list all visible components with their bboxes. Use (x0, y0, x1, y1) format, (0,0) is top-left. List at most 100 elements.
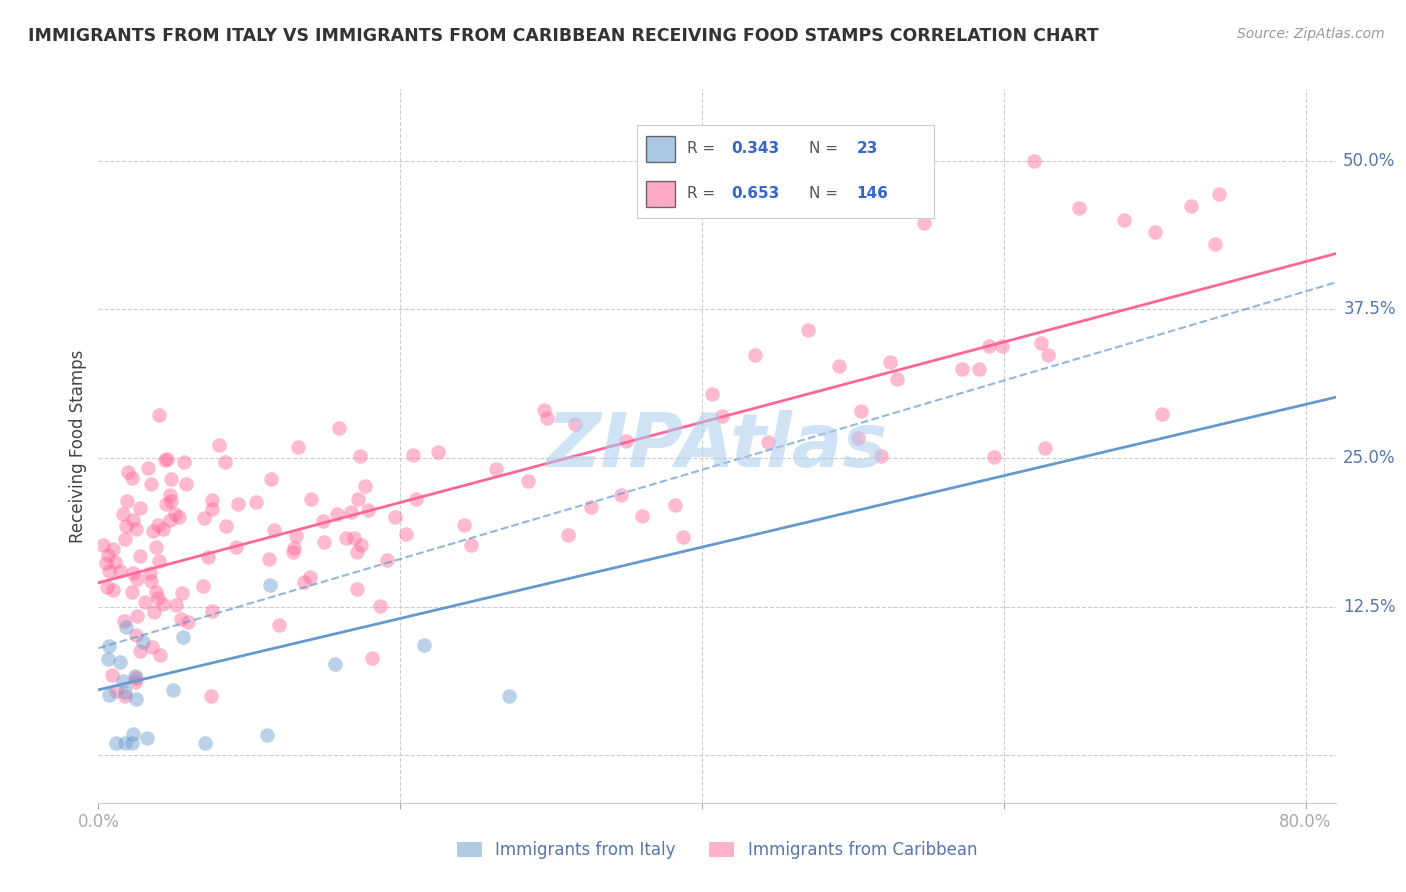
Point (991, 339, 1014, 353)
Point (1143, 225, 1166, 239)
Point (193, 511, 215, 525)
Point (323, 657, 346, 672)
Point (579, 500, 602, 514)
Point (129, 549, 152, 564)
Point (152, 523, 174, 537)
Text: ZIPAtlas: ZIPAtlas (547, 409, 887, 483)
Point (368, 599, 391, 613)
Point (122, 513, 145, 527)
Point (298, 570, 321, 584)
Point (340, 505, 363, 519)
Point (1150, 407, 1173, 421)
Point (152, 597, 174, 611)
Point (564, 417, 586, 431)
Point (245, 495, 267, 509)
Point (197, 550, 219, 565)
Point (200, 689, 222, 703)
Point (159, 494, 181, 508)
Point (129, 644, 152, 658)
Point (1029, 336, 1052, 351)
Point (173, 455, 195, 469)
Point (260, 472, 283, 486)
Point (214, 455, 236, 469)
Point (111, 673, 134, 688)
Point (744, 348, 766, 362)
Point (194, 736, 217, 750)
Point (97, 652, 120, 666)
Point (110, 655, 132, 669)
Point (287, 440, 309, 454)
Point (141, 640, 163, 655)
Point (97, 549, 120, 563)
Text: 12.5%: 12.5% (1343, 598, 1396, 615)
Point (886, 372, 908, 386)
Point (325, 507, 347, 521)
Point (267, 617, 290, 632)
Point (672, 530, 695, 544)
Point (136, 461, 159, 475)
Point (700, 387, 723, 401)
Y-axis label: Receiving Food Stamps: Receiving Food Stamps (69, 350, 87, 542)
Point (263, 523, 285, 537)
Legend: Immigrants from Italy, Immigrants from Caribbean: Immigrants from Italy, Immigrants from C… (450, 835, 984, 866)
Point (148, 554, 170, 568)
Point (146, 518, 169, 533)
Point (114, 689, 136, 703)
Point (121, 470, 143, 484)
Point (201, 604, 224, 618)
Point (148, 409, 170, 423)
Point (361, 651, 384, 665)
Point (498, 690, 520, 704)
Point (125, 671, 148, 685)
Point (328, 421, 350, 435)
Point (115, 518, 138, 533)
Point (132, 634, 155, 648)
Point (101, 541, 124, 556)
Point (124, 522, 146, 536)
Point (134, 595, 156, 609)
Point (145, 540, 167, 554)
Point (283, 541, 305, 555)
Point (349, 449, 371, 463)
Point (129, 500, 152, 515)
Point (97, 639, 120, 653)
Point (97, 688, 120, 702)
Point (122, 566, 145, 581)
Point (485, 461, 508, 475)
Point (870, 449, 893, 463)
Point (983, 450, 1005, 465)
Point (160, 472, 183, 486)
Point (149, 648, 172, 663)
Point (112, 614, 135, 628)
Point (159, 488, 181, 502)
Point (346, 582, 368, 596)
Point (139, 574, 162, 588)
Point (104, 555, 127, 569)
Point (117, 466, 139, 480)
Point (162, 682, 184, 697)
Point (226, 497, 249, 511)
Point (354, 479, 377, 493)
Point (156, 452, 179, 467)
Point (375, 553, 398, 567)
Point (460, 538, 482, 552)
Point (170, 586, 193, 600)
Point (136, 731, 159, 745)
Point (259, 578, 281, 592)
Point (101, 667, 124, 681)
Point (111, 507, 134, 521)
Point (1204, 236, 1226, 251)
Point (828, 359, 851, 373)
Point (146, 591, 169, 605)
Point (384, 509, 406, 524)
Point (879, 355, 901, 369)
Point (124, 675, 146, 690)
Point (165, 508, 187, 522)
Point (125, 572, 148, 586)
Point (557, 528, 579, 542)
Point (299, 491, 322, 506)
Point (142, 524, 165, 538)
Point (172, 630, 194, 644)
Point (343, 531, 366, 545)
Point (756, 434, 779, 449)
